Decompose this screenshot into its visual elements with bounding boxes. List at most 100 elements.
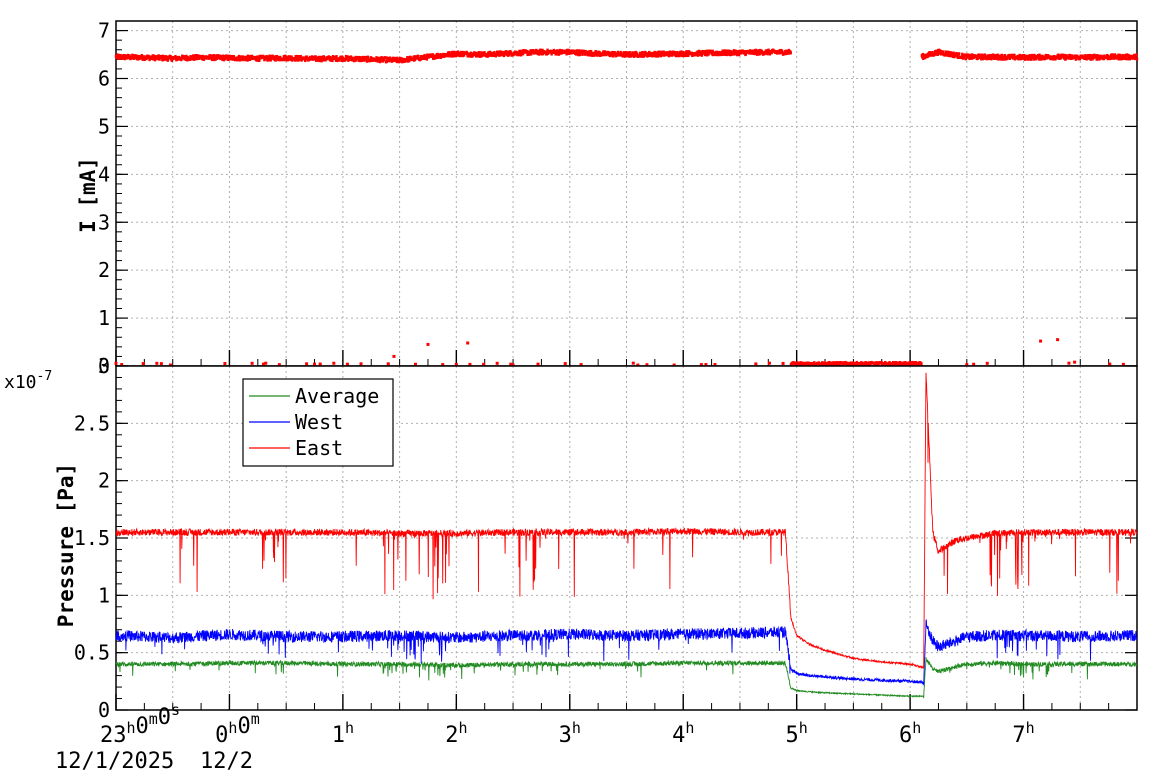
- current-point: [998, 54, 1002, 58]
- current-point: [687, 54, 690, 58]
- current-point: [1094, 55, 1098, 59]
- current-point: [681, 50, 684, 54]
- current-point: [593, 53, 596, 57]
- current-point: [1086, 56, 1089, 60]
- current-point: [1030, 57, 1033, 61]
- current-zero-point: [849, 362, 853, 366]
- current-point: [1079, 56, 1082, 60]
- current-point: [284, 58, 287, 62]
- current-point: [432, 56, 435, 60]
- current-point: [975, 54, 978, 58]
- current-point: [375, 57, 379, 61]
- current-point: [1025, 55, 1028, 59]
- current-point: [987, 56, 991, 60]
- current-point: [272, 55, 275, 59]
- current-point: [1101, 55, 1105, 59]
- current-stray-point-10: [704, 363, 708, 367]
- current-point: [495, 53, 498, 57]
- current-point: [646, 54, 649, 58]
- time-tick-value: 23: [100, 723, 127, 748]
- current-point: [475, 51, 478, 55]
- current-point: [1116, 55, 1120, 59]
- current-point: [221, 58, 224, 62]
- current-point: [265, 54, 268, 58]
- current-point: [1019, 57, 1023, 61]
- current-point: [739, 49, 742, 53]
- current-point: [541, 48, 544, 52]
- current-point: [1018, 53, 1022, 57]
- current-point: [751, 49, 755, 53]
- current-point: [642, 52, 645, 56]
- legend-east-label: East: [295, 436, 343, 460]
- current-point: [225, 54, 229, 58]
- current-point: [967, 54, 971, 58]
- current-point: [700, 53, 704, 57]
- current-point: [416, 56, 419, 60]
- current-point: [331, 59, 334, 63]
- current-point: [622, 54, 625, 58]
- current-point: [519, 49, 522, 53]
- current-point: [406, 59, 409, 63]
- current-point: [644, 51, 648, 55]
- current-point: [283, 56, 287, 60]
- current-point: [378, 57, 381, 61]
- current-panel: 0 1 2 3 4 5 6 7: [98, 19, 1139, 378]
- current-zero-point: [631, 361, 635, 365]
- current-point: [532, 49, 535, 53]
- current-point: [336, 59, 339, 63]
- current-point: [1000, 57, 1003, 61]
- current-point: [1105, 56, 1108, 60]
- current-point: [1096, 54, 1099, 58]
- current-point: [971, 53, 974, 57]
- current-point: [1102, 57, 1106, 61]
- current-point: [452, 50, 456, 54]
- current-point: [334, 56, 337, 60]
- current-point: [789, 51, 792, 55]
- current-point: [923, 56, 927, 60]
- current-zero-point: [359, 362, 363, 366]
- pressure-ytick-label-4: 2: [98, 469, 110, 493]
- current-point: [245, 57, 249, 61]
- current-point: [297, 58, 301, 62]
- current-point: [597, 53, 601, 57]
- current-stray-point-4: [392, 354, 396, 358]
- current-point: [678, 54, 681, 58]
- current-offpoint: [895, 361, 899, 365]
- current-point: [126, 56, 129, 60]
- pressure-ytick-label-1: 0.5: [74, 641, 110, 665]
- current-stray-point-6: [466, 341, 470, 345]
- current-stray-point-14: [1073, 360, 1077, 364]
- current-point: [457, 53, 460, 57]
- current-point: [400, 57, 404, 61]
- current-zero-point: [672, 363, 676, 367]
- current-point: [647, 50, 651, 54]
- current-point: [1008, 56, 1012, 60]
- current-point: [575, 49, 579, 53]
- current-point: [969, 53, 973, 57]
- current-point: [623, 54, 626, 58]
- current-point: [1069, 57, 1072, 61]
- current-zero-point: [754, 362, 758, 366]
- current-point: [1113, 55, 1116, 59]
- current-point: [180, 58, 183, 62]
- current-zero-point: [890, 363, 894, 367]
- current-zero-point: [863, 362, 867, 366]
- current-point: [618, 53, 622, 57]
- current-point: [957, 52, 961, 56]
- current-point: [779, 51, 782, 55]
- current-point: [555, 49, 559, 53]
- current-point: [294, 54, 297, 58]
- current-point: [711, 49, 714, 53]
- time-tick-label-3: 2h: [445, 719, 467, 748]
- time-tick-unit: m: [149, 710, 158, 728]
- current-point: [127, 54, 130, 58]
- current-point: [223, 57, 227, 61]
- current-point: [949, 51, 952, 55]
- current-point: [1063, 54, 1067, 58]
- current-zero-point: [277, 363, 281, 367]
- current-offpoint: [911, 360, 914, 364]
- current-point: [480, 51, 483, 55]
- current-zero-point: [345, 362, 349, 366]
- current-point: [580, 49, 583, 53]
- current-point: [544, 50, 547, 54]
